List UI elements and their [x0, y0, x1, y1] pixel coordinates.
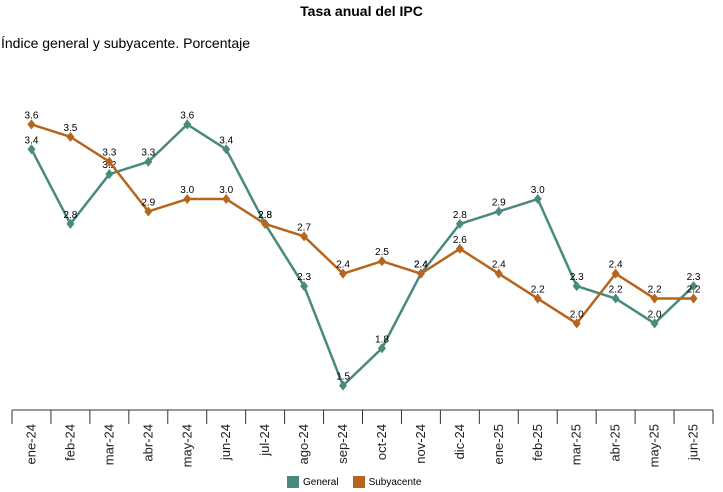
x-tick-label: dic-24 — [452, 424, 467, 459]
data-label-subyacente: 2.2 — [648, 285, 662, 296]
data-point-subyacente — [611, 268, 620, 279]
data-point-general — [650, 318, 659, 329]
data-label-subyacente: 2.8 — [258, 210, 272, 221]
x-tick-label: jun-25 — [686, 424, 701, 461]
data-point-general — [533, 194, 542, 205]
data-point-subyacente — [533, 293, 542, 304]
data-label-subyacente: 2.2 — [531, 285, 545, 296]
data-point-subyacente — [650, 293, 659, 304]
data-label-general: 3.3 — [141, 148, 155, 159]
data-label-general: 2.4 — [414, 260, 428, 271]
data-label-general: 2.8 — [258, 210, 272, 221]
data-label-general: 3.0 — [531, 185, 545, 196]
data-label-general: 1.8 — [375, 334, 389, 345]
legend-label-subyacente: Subyacente — [368, 476, 422, 488]
data-point-subyacente — [689, 293, 698, 304]
data-point-subyacente — [494, 268, 503, 279]
x-tick-label: ene-25 — [491, 424, 506, 464]
data-point-subyacente — [339, 268, 348, 279]
legend-item-subyacente[interactable]: Subyacente — [352, 476, 422, 488]
data-point-subyacente — [105, 156, 114, 167]
legend-swatch-subyacente — [352, 476, 365, 488]
data-point-general — [377, 343, 386, 354]
x-tick-label: may-24 — [179, 424, 194, 467]
x-tick-label: abr-24 — [140, 424, 155, 462]
data-label-subyacente: 2.4 — [609, 260, 623, 271]
line-chart: ene-24 feb-24 mar-24 abr-24 may-24 jun-24 jul-… — [11, 110, 714, 467]
legend-item-general[interactable]: General — [287, 476, 339, 488]
data-point-subyacente — [27, 119, 36, 130]
data-label-subyacente: 2.5 — [375, 247, 389, 258]
data-label-general: 1.5 — [336, 372, 350, 383]
data-point-general — [66, 218, 75, 229]
data-label-subyacente: 2.0 — [570, 309, 584, 320]
data-point-subyacente — [144, 206, 153, 217]
legend: General Subyacente — [287, 476, 435, 488]
x-tick-label: jul-24 — [257, 424, 272, 457]
x-tick-label: may-25 — [647, 424, 662, 467]
data-point-general — [144, 156, 153, 167]
data-point-subyacente — [300, 231, 309, 242]
data-label-general: 2.0 — [648, 309, 662, 320]
data-point-general — [105, 169, 114, 180]
data-label-subyacente: 2.2 — [687, 285, 701, 296]
data-point-subyacente — [455, 243, 464, 254]
data-point-subyacente — [261, 218, 270, 229]
data-label-subyacente: 2.6 — [453, 235, 467, 246]
data-label-subyacente: 3.0 — [180, 185, 194, 196]
data-label-general: 2.3 — [570, 272, 584, 283]
data-label-general: 2.3 — [297, 272, 311, 283]
data-label-subyacente: 2.4 — [492, 260, 506, 271]
x-tick-label: jun-24 — [218, 424, 233, 461]
data-point-general — [494, 206, 503, 217]
data-label-subyacente: 3.5 — [63, 123, 77, 134]
data-point-subyacente — [183, 194, 192, 205]
chart-title: Tasa anual del IPC — [300, 3, 423, 19]
series-line-general — [30, 123, 695, 387]
data-point-subyacente — [377, 256, 386, 267]
data-label-subyacente: 3.0 — [219, 185, 233, 196]
data-label-subyacente: 2.4 — [336, 260, 350, 271]
data-label-general: 3.4 — [219, 135, 233, 146]
data-label-general: 2.3 — [687, 272, 701, 283]
x-tick-label: feb-25 — [530, 424, 545, 461]
data-point-subyacente — [572, 318, 581, 329]
data-label-general: 2.8 — [63, 210, 77, 221]
data-point-general — [572, 281, 581, 292]
data-label-general: 2.9 — [492, 197, 506, 208]
data-point-general — [183, 119, 192, 130]
data-point-general — [27, 144, 36, 155]
legend-label-general: General — [303, 476, 339, 488]
chart-subtitle: Índice general y subyacente. Porcentaje — [1, 35, 251, 51]
data-point-general — [300, 281, 309, 292]
x-tick-label: mar-25 — [569, 424, 584, 465]
data-label-general: 2.8 — [453, 210, 467, 221]
data-point-general — [611, 293, 620, 304]
x-tick-label: abr-25 — [608, 424, 623, 462]
data-label-general: 3.6 — [180, 110, 194, 121]
data-label-subyacente: 3.3 — [102, 148, 116, 159]
data-label-subyacente: 3.6 — [25, 110, 39, 121]
legend-swatch-general — [287, 476, 299, 488]
data-point-subyacente — [66, 131, 75, 142]
x-tick-label: nov-24 — [413, 424, 428, 464]
x-tick-label: feb-24 — [62, 424, 77, 461]
data-point-general — [689, 281, 698, 292]
x-tick-label: ago-24 — [296, 424, 311, 464]
data-point-subyacente — [222, 194, 231, 205]
x-tick-label: sep-24 — [335, 424, 350, 464]
data-point-general — [455, 218, 464, 229]
data-label-general: 3.4 — [25, 135, 39, 146]
data-point-general — [339, 380, 348, 391]
data-point-subyacente — [416, 268, 425, 279]
x-tick-label: ene-24 — [23, 424, 38, 464]
x-tick-label: mar-24 — [101, 424, 116, 465]
data-label-subyacente: 2.4 — [414, 260, 428, 271]
x-tick-label: oct-24 — [374, 424, 389, 460]
data-label-subyacente: 2.9 — [141, 197, 155, 208]
data-label-general: 2.2 — [609, 285, 623, 296]
series-line-subyacente — [31, 123, 694, 325]
data-point-general — [222, 144, 231, 155]
data-label-subyacente: 2.7 — [297, 222, 311, 233]
